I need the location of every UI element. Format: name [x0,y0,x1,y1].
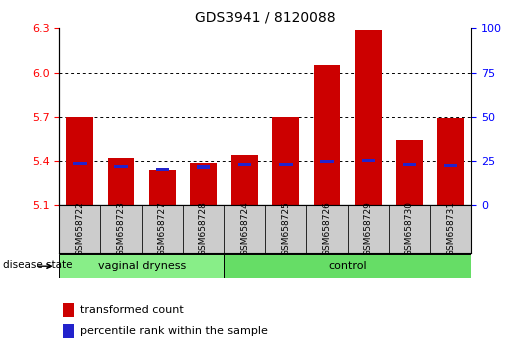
Bar [355,30,382,205]
Bar [108,158,134,205]
Text: disease state: disease state [3,261,72,270]
Bar [63,324,74,338]
Bar [142,205,183,253]
Bar [362,159,375,162]
Bar [396,141,423,205]
Bar [190,162,217,205]
Bar [320,160,334,164]
Text: GSM658729: GSM658729 [364,201,373,256]
Bar [197,165,210,169]
Bar [231,155,258,205]
Bar [403,163,416,166]
Bar [114,165,128,168]
Text: vaginal dryness: vaginal dryness [97,261,186,271]
Bar [73,162,87,165]
Bar [265,205,306,253]
Bar [224,254,471,278]
Bar [444,164,457,167]
Bar [149,170,176,205]
Text: GSM658731: GSM658731 [446,201,455,256]
Text: GSM658726: GSM658726 [322,201,332,256]
Bar [59,205,100,253]
Bar [272,117,299,205]
Bar [437,118,464,205]
Bar [183,205,224,253]
Text: GSM658727: GSM658727 [158,201,167,256]
Bar [156,167,169,171]
Bar [224,205,265,253]
Bar [389,205,430,253]
Text: percentile rank within the sample: percentile rank within the sample [80,326,268,336]
Bar [306,205,348,253]
Bar [430,205,471,253]
Bar [59,254,224,278]
Bar [66,117,93,205]
Text: GSM658722: GSM658722 [75,201,84,256]
Title: GDS3941 / 8120088: GDS3941 / 8120088 [195,10,336,24]
Text: GSM658723: GSM658723 [116,201,126,256]
Bar [314,65,340,205]
Text: transformed count: transformed count [80,305,183,315]
Bar [63,303,74,317]
Text: GSM658725: GSM658725 [281,201,290,256]
Bar [238,163,251,166]
Text: GSM658724: GSM658724 [240,201,249,256]
Bar [100,205,142,253]
Text: GSM658728: GSM658728 [199,201,208,256]
Bar [279,163,293,166]
Bar [348,205,389,253]
Text: GSM658730: GSM658730 [405,201,414,256]
Text: control: control [329,261,367,271]
